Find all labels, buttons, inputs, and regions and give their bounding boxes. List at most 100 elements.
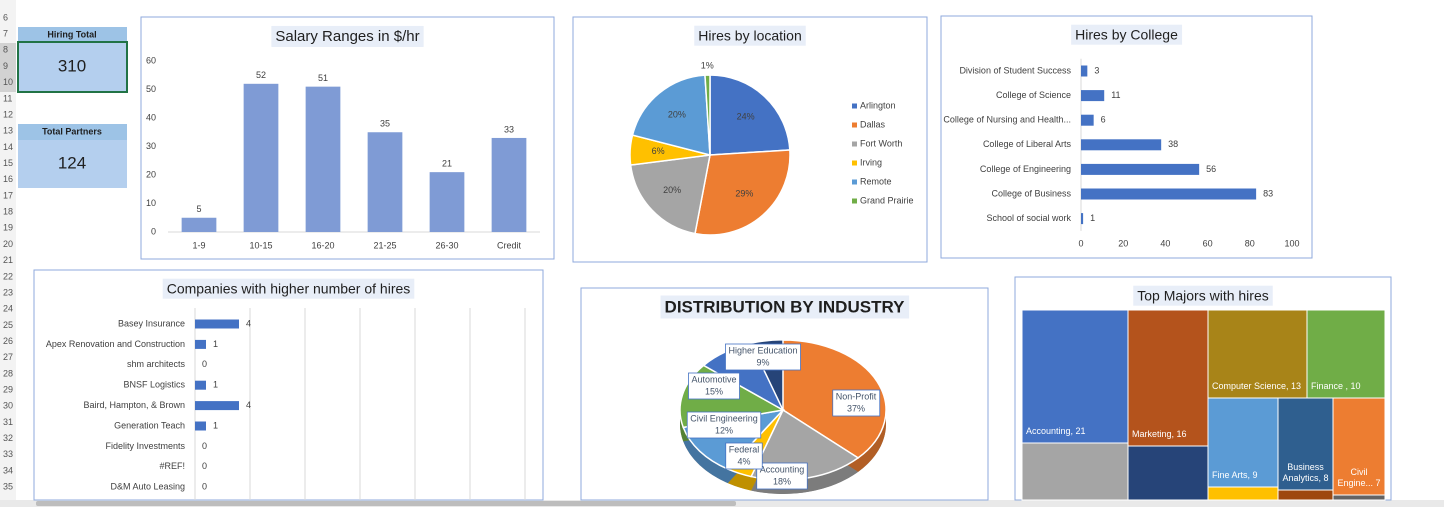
data-label: 18% <box>773 476 791 486</box>
bar <box>1081 163 1200 175</box>
category-label: Division of Student Success <box>959 65 1071 75</box>
category-label: Federal <box>729 444 760 454</box>
bar <box>195 339 206 349</box>
data-label: 24% <box>737 111 755 121</box>
kpi-label: Total Partners <box>42 126 102 136</box>
pie-slice <box>629 154 711 235</box>
data-label: 0 <box>202 359 207 369</box>
row-number: 6 <box>3 12 8 22</box>
legend-swatch <box>852 103 857 109</box>
data-label: 29% <box>735 188 753 198</box>
row-number: 9 <box>3 61 8 71</box>
x-tick-label: 10-15 <box>249 240 272 250</box>
chart-title-background <box>660 295 910 319</box>
data-label: 15% <box>705 386 723 396</box>
x-tick-label: 0 <box>1078 238 1083 248</box>
row-number: 31 <box>3 417 13 427</box>
pie-slice <box>631 74 711 156</box>
chart-title-background <box>1133 285 1273 306</box>
row-number: 28 <box>3 368 13 378</box>
x-tick-label: 21-25 <box>373 240 396 250</box>
category-label: Generation Teach <box>114 420 185 430</box>
data-label: 35 <box>380 119 390 129</box>
chart-title-group: Top Majors with hires <box>1133 285 1273 306</box>
treemap-cell-other <box>1332 494 1386 501</box>
row-number: 32 <box>3 433 13 443</box>
treemap-cell <box>1207 397 1279 488</box>
legend-swatch <box>852 179 857 185</box>
row-header-column <box>0 0 16 500</box>
kpi-value: 124 <box>58 153 86 172</box>
data-label: 4 <box>246 318 251 328</box>
category-label: Automotive <box>691 374 736 384</box>
kpi-value-box[interactable] <box>18 140 127 188</box>
chart-title: Hires by College <box>1075 27 1178 43</box>
legend-swatch <box>852 141 857 147</box>
row-number: 24 <box>3 304 13 314</box>
bar <box>1081 213 1084 225</box>
row-number: 26 <box>3 336 13 346</box>
scrollbar-thumb[interactable] <box>36 501 736 506</box>
chart-title-background <box>694 25 806 46</box>
category-label: Baird, Hampton, & Brown <box>83 400 185 410</box>
y-tick-label: 20 <box>146 169 156 179</box>
treemap-cell <box>1021 309 1129 444</box>
category-label: #REF! <box>159 461 185 471</box>
data-label: 0 <box>202 482 207 492</box>
data-label: 52 <box>256 70 266 80</box>
chart-title-group: DISTRIBUTION BY INDUSTRY <box>660 295 910 319</box>
treemap-cell-other <box>1277 489 1334 501</box>
data-label: 51 <box>318 73 328 83</box>
category-label: Higher Education <box>728 345 797 355</box>
data-label-background <box>725 343 801 371</box>
treemap-label: Fine Arts, 9 <box>1212 470 1258 480</box>
kpi-value-box[interactable] <box>17 41 128 93</box>
bar <box>1081 139 1162 151</box>
data-label: 11 <box>1111 90 1120 100</box>
treemap-label-box: Computer Science, 13 <box>1212 381 1301 391</box>
treemap-label-box: Finance , 10 <box>1311 381 1361 391</box>
data-label: 12% <box>715 425 733 435</box>
row-number: 21 <box>3 255 13 265</box>
treemap-label: Accounting, 21 <box>1026 426 1086 436</box>
treemap-cell <box>1332 397 1386 496</box>
chart-title-background <box>271 25 424 47</box>
chart-title: DISTRIBUTION BY INDUSTRY <box>665 297 906 316</box>
row-number: 25 <box>3 320 13 330</box>
data-label: 20% <box>668 109 686 119</box>
chart-title-background <box>162 278 415 299</box>
x-tick-label: 100 <box>1284 238 1299 248</box>
treemap-label: Business Analytics, 8 <box>1282 462 1329 483</box>
treemap-label: Marketing, 16 <box>1132 429 1187 439</box>
x-tick-label: 26-30 <box>435 240 458 250</box>
row-number: 20 <box>3 239 13 249</box>
bar <box>243 83 279 232</box>
data-label: 3 <box>1094 65 1099 75</box>
row-number: 10 <box>3 77 13 87</box>
bar <box>195 421 206 431</box>
row-number: 30 <box>3 401 13 411</box>
y-tick-label: 0 <box>151 226 156 236</box>
x-tick-label: Credit <box>497 240 522 250</box>
legend-label: Fort Worth <box>860 138 902 148</box>
treemap-cell-other <box>1127 445 1209 501</box>
legend-swatch <box>852 198 857 204</box>
category-label: Fidelity Investments <box>105 441 185 451</box>
chart-title-group: Hires by location <box>694 25 806 46</box>
data-label-background <box>756 462 808 490</box>
data-label: 4 <box>246 400 251 410</box>
row-number: 27 <box>3 352 13 362</box>
data-label-background <box>832 389 881 417</box>
y-tick-label: 60 <box>146 55 156 65</box>
pie-slice <box>709 74 791 156</box>
category-label: BNSF Logistics <box>123 380 185 390</box>
row-number: 17 <box>3 190 13 200</box>
bar <box>1081 90 1105 102</box>
chart-title-group: Salary Ranges in $/hr <box>271 25 424 47</box>
treemap-cell <box>1127 309 1209 447</box>
category-label: School of social work <box>986 213 1071 223</box>
legend-label: Grand Prairie <box>860 195 914 205</box>
x-tick-label: 16-20 <box>311 240 334 250</box>
chart-frame <box>940 15 1313 259</box>
